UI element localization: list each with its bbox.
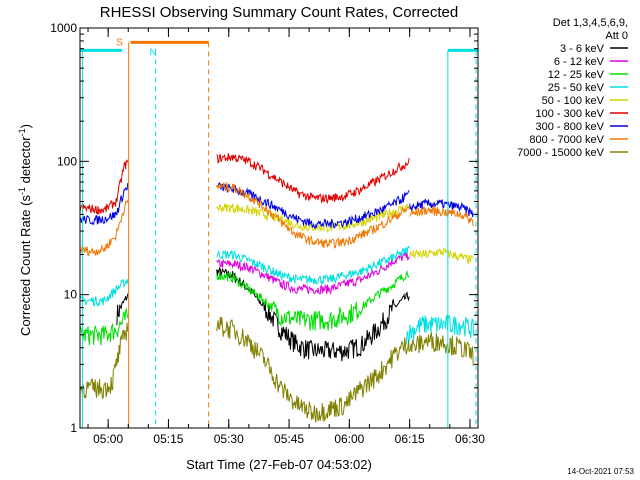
series-25-50-kev-trace: [79, 245, 475, 346]
x-axis-label: Start Time (27-Feb-07 04:53:02): [186, 457, 372, 472]
x-tick-label: 06:30: [455, 432, 485, 446]
x-tick-label: 05:00: [93, 432, 123, 446]
x-tick-label: 05:45: [274, 432, 304, 446]
series-segment: [409, 205, 474, 227]
series-segment: [216, 202, 410, 233]
series-segment: [216, 316, 410, 423]
y-tick-label: 100: [57, 154, 77, 168]
series-segment: [79, 199, 129, 257]
series-segment: [216, 251, 410, 295]
x-tick-label: 05:30: [214, 432, 244, 446]
legend-entry-label: 300 - 800 keV: [536, 121, 605, 133]
y-tick-label: 1000: [50, 21, 77, 35]
legend-entry-label: 50 - 100 keV: [542, 95, 605, 107]
timestamp: 14-Oct-2021 07:53: [567, 467, 634, 476]
legend-entry-label: 7000 - 15000 keV: [517, 147, 605, 159]
x-tick-label: 06:00: [334, 432, 364, 446]
legend-entry-label: 800 - 7000 keV: [529, 134, 604, 146]
series-segment: [409, 247, 474, 265]
legend-entry-label: 100 - 300 keV: [536, 108, 605, 120]
series-800-7000-kev-trace: [79, 182, 474, 257]
series-100-300-kev-trace: [79, 153, 410, 216]
series-segment: [409, 332, 474, 366]
y-tick-label: 10: [64, 288, 78, 302]
legend-header-line1: Det 1,3,4,5,6,9,: [553, 17, 628, 29]
series-segment: [216, 153, 410, 205]
series-segment: [216, 270, 410, 331]
series-segment: [216, 182, 410, 229]
series-segment: [79, 159, 129, 216]
series-segment: [79, 279, 129, 307]
y-axis-label: Corrected Count Rate (s-1 detector-1): [17, 124, 33, 336]
legend-entry-label: 3 - 6 keV: [560, 43, 605, 55]
legend-header-line2: Att 0: [605, 30, 628, 42]
series-segment: [79, 308, 129, 346]
series-segment: [79, 322, 129, 400]
x-tick-label: 05:15: [153, 432, 183, 446]
series-12-25-kev-trace: [79, 270, 410, 346]
series-segment: [216, 182, 410, 249]
series-50-100-kev-trace: [216, 202, 474, 265]
series-300-800-kev-trace: [79, 182, 474, 229]
legend-entry-label: 12 - 25 keV: [548, 69, 605, 81]
series-6-12-kev-trace: [216, 251, 410, 295]
y-tick-label: 1: [70, 421, 77, 435]
night-flag-label: N: [150, 48, 157, 59]
series-7000-15000-kev-trace: [79, 316, 474, 423]
series-3-6-kev-trace: [116, 266, 410, 362]
series-segment: [216, 245, 410, 286]
series-segment: [116, 293, 129, 326]
series-segment: [405, 314, 475, 346]
saa-flag-label: S: [116, 37, 123, 48]
chart-title: RHESSI Observing Summary Count Rates, Co…: [100, 4, 458, 21]
legend-entry-label: 25 - 50 keV: [548, 82, 605, 94]
series-segment: [409, 197, 474, 217]
x-tick-label: 06:15: [395, 432, 425, 446]
series-segment: [79, 183, 129, 225]
legend-entry-label: 6 - 12 keV: [554, 56, 605, 68]
plot-frame: [79, 27, 479, 429]
